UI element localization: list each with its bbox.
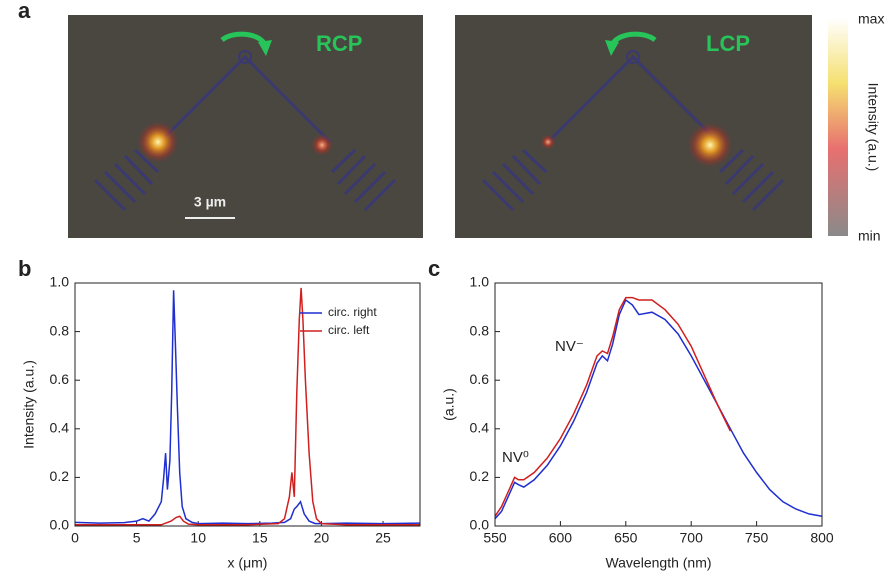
panel-label: b: [18, 256, 31, 281]
y-tick-label: 0.4: [50, 420, 70, 436]
y-tick-label: 0.6: [50, 371, 70, 387]
polarization-label: LCP: [706, 31, 750, 56]
x-tick-label: 20: [314, 530, 330, 546]
colorbar-label: Intensity (a.u.): [865, 83, 881, 172]
x-tick-label: 10: [190, 530, 206, 546]
x-tick-label: 700: [680, 530, 704, 546]
y-tick-label: 1.0: [470, 274, 490, 290]
y-tick-label: 0.0: [470, 517, 490, 533]
x-tick-label: 0: [71, 530, 79, 546]
colorbar: max min Intensity (a.u.): [828, 11, 884, 244]
x-tick-label: 550: [483, 530, 507, 546]
x-tick-label: 25: [375, 530, 391, 546]
image-right: LCP: [455, 15, 812, 238]
y-tick-label: 0.2: [470, 468, 490, 484]
x-tick-label: 750: [745, 530, 769, 546]
data-line: [75, 287, 420, 526]
y-tick-label: 0.0: [50, 517, 70, 533]
y-axis-label: Intensity (a.u.): [21, 360, 37, 449]
y-axis-label: (a.u.): [441, 388, 457, 421]
x-tick-label: 5: [133, 530, 141, 546]
y-tick-label: 0.8: [50, 322, 70, 338]
x-tick-label: 600: [549, 530, 573, 546]
polarization-label: RCP: [316, 31, 362, 56]
x-tick-label: 650: [614, 530, 638, 546]
annotation: NV⁻: [555, 338, 584, 355]
data-line: [74, 290, 421, 525]
legend-label: circ. left: [328, 323, 370, 337]
x-axis-label: Wavelength (nm): [605, 555, 711, 571]
y-tick-label: 0.2: [50, 468, 70, 484]
colorbar-min: min: [858, 228, 881, 244]
annotation: NV⁰: [502, 449, 529, 466]
plot-frame: [74, 282, 421, 527]
plot-frame: [494, 282, 823, 527]
y-tick-label: 0.6: [470, 371, 490, 387]
legend-label: circ. right: [328, 305, 377, 319]
colorbar-max: max: [858, 11, 884, 27]
data-line: [494, 296, 732, 517]
data-line: [494, 298, 823, 520]
x-axis-label: x (μm): [228, 555, 268, 571]
y-tick-label: 1.0: [50, 274, 70, 290]
x-tick-label: 800: [810, 530, 834, 546]
y-tick-label: 0.8: [470, 322, 490, 338]
image-left: 3 µm RCP: [68, 15, 423, 238]
panel-label: a: [18, 0, 31, 23]
panel-label: c: [428, 256, 440, 281]
x-tick-label: 15: [252, 530, 268, 546]
scale-bar-label: 3 µm: [194, 194, 226, 210]
y-tick-label: 0.4: [470, 420, 490, 436]
